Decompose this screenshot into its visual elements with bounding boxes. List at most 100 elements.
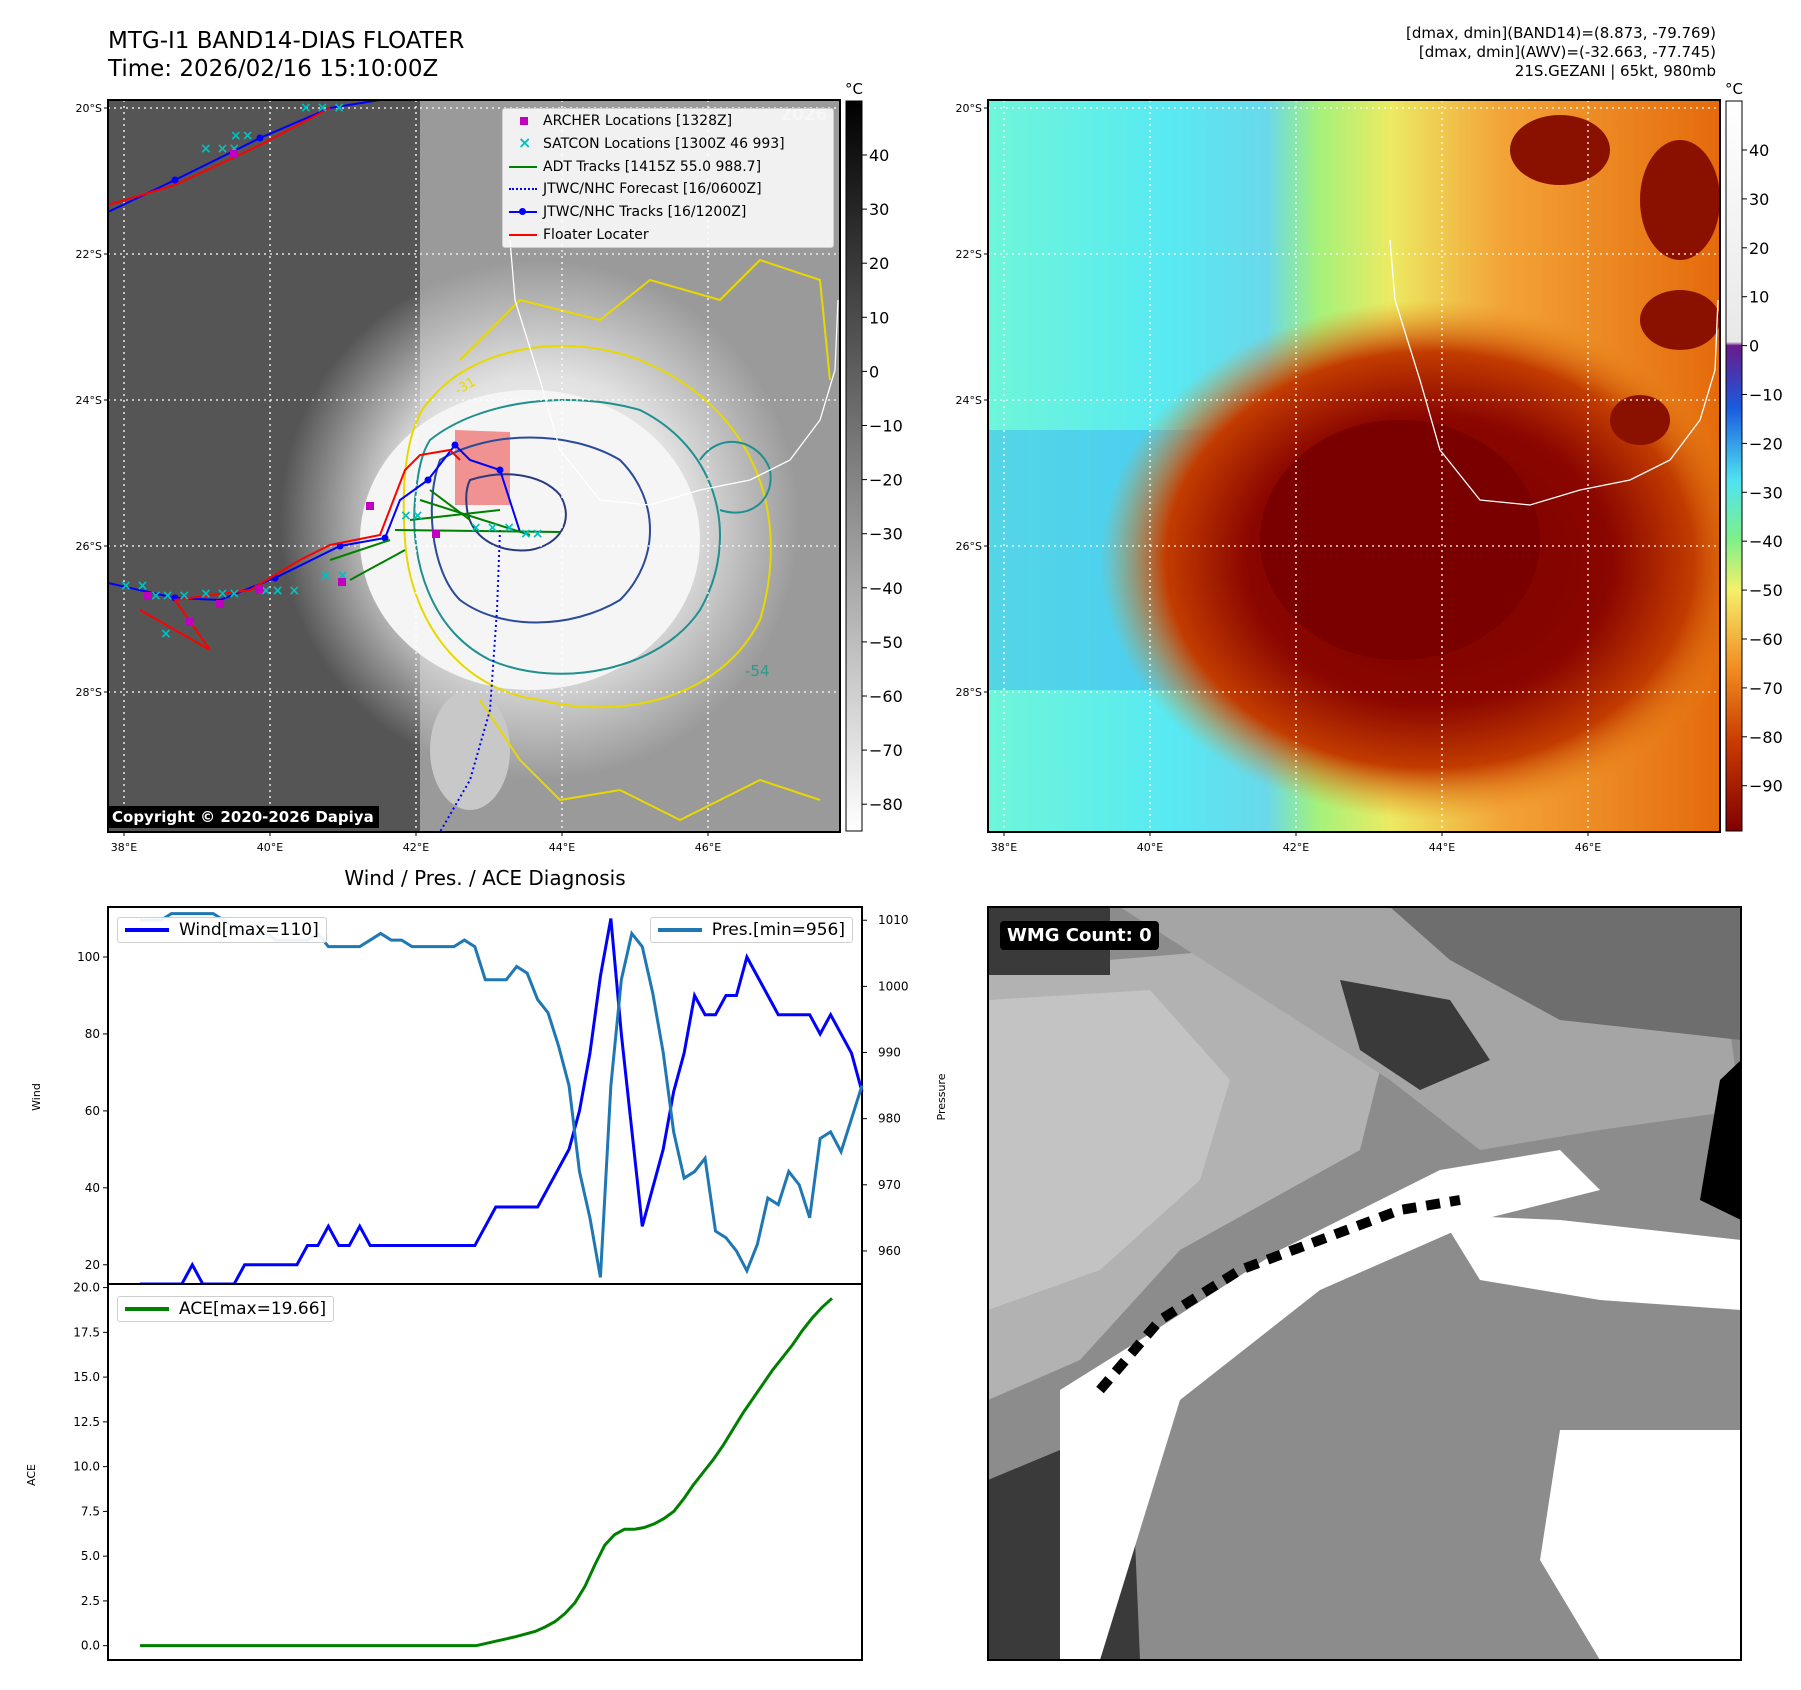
legend-jtwc-tracks-label: JTWC/NHC Tracks [16/1200Z] <box>543 204 747 221</box>
ace-ytick-label: 2.5 <box>81 1594 100 1608</box>
wv-frame <box>987 99 1721 833</box>
wind-line <box>140 918 864 1286</box>
wv-colorbar-label: 30 <box>1749 190 1769 209</box>
wv-colorbar-label: 10 <box>1749 288 1769 307</box>
jtwc-track-points <box>171 134 504 602</box>
svg-text:× × ×: × × × <box>470 520 515 536</box>
lon-tick-label: 42°E <box>403 841 429 854</box>
contour-coldest <box>465 473 567 552</box>
legend-jtwc-forecast-marker <box>503 181 543 197</box>
legend-floater-marker <box>503 227 543 243</box>
ace-ytick-label: 15.0 <box>73 1370 100 1384</box>
lon-tick-label: 40°E <box>257 841 283 854</box>
wmg-map <box>988 907 1741 1660</box>
floater-box <box>455 430 510 505</box>
ir-cdo <box>360 390 700 690</box>
wv-colorbar-unit: °C <box>1725 80 1743 98</box>
wind-legend-line <box>125 928 169 932</box>
archer-points <box>144 150 440 626</box>
ir-colorbar-label: −40 <box>869 579 903 598</box>
ir-colorbar-label: −60 <box>869 687 903 706</box>
ace-axis-label: ACE <box>25 1464 38 1486</box>
ir-colorbar-unit: °C <box>845 80 863 98</box>
ir-colorbar-ticks: 40 30 20 10 0 −10 −20 −30 −40 −50 −60 −70 −80 <box>862 146 903 814</box>
pressure-axis-label: Pressure <box>935 1073 948 1120</box>
wv-colorbar-label: −70 <box>1749 679 1783 698</box>
wmg-white-south <box>1540 1430 1741 1660</box>
lon-tick-label: 38°E <box>991 841 1017 854</box>
ir-colorbar-label: 30 <box>869 200 889 219</box>
wmg-white-band <box>1060 1150 1600 1660</box>
figure-title: MTG-I1 BAND14-DIAS FLOATER <box>108 28 465 54</box>
wv-cell-1 <box>1510 115 1610 185</box>
ace-legend-label: ACE[max=19.66] <box>179 1299 327 1319</box>
wv-coastline <box>1389 239 1719 506</box>
pressure-ytick-label: 1000 <box>878 979 909 993</box>
wv-colorbar-label: −30 <box>1749 483 1783 502</box>
pressure-ytick-label: 990 <box>878 1046 901 1060</box>
wmg-darkest-region <box>1340 980 1490 1090</box>
lat-tick-label: 28°S <box>956 686 982 699</box>
pressure-ytick-label: 980 <box>878 1112 901 1126</box>
lon-tick-label: 44°E <box>1429 841 1455 854</box>
awv-range: [dmax, dmin](AWV)=(-32.663, -77.745) <box>1418 43 1716 61</box>
wind-axis-label: Wind <box>30 1083 43 1111</box>
wind-pressure-chart: 20 40 60 80 100 960 970 980 990 1000 1010 <box>77 906 909 1286</box>
figure-time: Time: 2026/02/16 15:10:00Z <box>108 56 439 82</box>
lat-tick-label: 28°S <box>76 686 102 699</box>
legend-adt: ADT Tracks [1415Z 55.0 988.7] <box>503 155 833 178</box>
svg-text:××: ×× <box>520 526 543 542</box>
ir-colorbar-label: −50 <box>869 633 903 652</box>
wmg-lighter-region <box>988 990 1230 1310</box>
pressure-ytick-label: 1010 <box>878 913 909 927</box>
wmg-white-east <box>1440 1215 1741 1310</box>
ace-plot-frame <box>107 1283 863 1661</box>
ir-legend: ARCHER Locations [1328Z] × SATCON Locati… <box>502 108 834 249</box>
lon-tick-label: 38°E <box>111 841 137 854</box>
wv-gridlines <box>988 100 1720 832</box>
wv-colorbar-label: 0 <box>1749 337 1759 356</box>
svg-text:×: × <box>160 626 172 642</box>
legend-floater: Floater Locater <box>503 223 833 246</box>
contour-label-minus-54: -54 <box>745 662 770 680</box>
lat-tick-label: 24°S <box>956 394 982 407</box>
svg-text:××: ×× <box>230 128 253 144</box>
wv-colorbar-label: −90 <box>1749 777 1783 796</box>
contour-minus-31 <box>402 344 772 709</box>
ace-ytick-label: 17.5 <box>73 1325 100 1339</box>
wmg-frame <box>987 906 1742 1661</box>
ir-colorbar-label: 0 <box>869 362 879 381</box>
ir-colorbar-label: −10 <box>869 417 903 436</box>
band14-range: [dmax, dmin](BAND14)=(8.873, -79.769) <box>1405 24 1716 42</box>
legend-floater-label: Floater Locater <box>543 226 649 243</box>
legend-archer-marker <box>503 113 543 129</box>
wv-cell-4 <box>1610 395 1670 445</box>
jtwc-forecast <box>439 529 501 832</box>
satcon-points: × ××× × × ×× ×× ×× ××× × × × ××× × ××××× ×… <box>120 100 543 642</box>
wv-colorbar-ticks: 40 30 20 10 0 −10 −20 −30 −40 −50 −60 −70 −80 −90 <box>1742 141 1783 796</box>
legend-satcon: × SATCON Locations [1300Z 46 993] <box>503 133 833 156</box>
wv-cell-2 <box>1640 140 1720 260</box>
wind-ytick-label: 40 <box>85 1181 100 1195</box>
lon-tick-label: 40°E <box>1137 841 1163 854</box>
ace-ytick-label: 7.5 <box>81 1504 100 1518</box>
ir-colorbar <box>845 100 863 832</box>
svg-text:×× ×: ×× × <box>260 583 300 599</box>
floater-track-north <box>108 107 331 206</box>
pressure-ytick-label: 970 <box>878 1178 901 1192</box>
wv-cell-3 <box>1640 290 1720 350</box>
adt-tracks <box>329 489 561 581</box>
storm-info: 21S.GEZANI | 65kt, 980mb <box>1514 62 1716 80</box>
contour-minus-54 <box>413 399 721 675</box>
wind-plot-frame <box>107 906 863 1285</box>
legend-jtwc-forecast-label: JTWC/NHC Forecast [16/0600Z] <box>543 181 762 198</box>
wind-legend: Wind[max=110] <box>117 917 327 943</box>
wv-colorbar-label: −50 <box>1749 581 1783 600</box>
contour-minus-31-north <box>459 258 831 381</box>
wmg-dark-region <box>1390 907 1741 1040</box>
legend-satcon-label: SATCON Locations [1300Z 46 993] <box>543 136 785 153</box>
lon-tick-label: 42°E <box>1283 841 1309 854</box>
ace-legend-line <box>125 1307 169 1311</box>
ir-colorbar-label: −80 <box>869 795 903 814</box>
legend-jtwc-tracks-marker <box>503 204 543 220</box>
